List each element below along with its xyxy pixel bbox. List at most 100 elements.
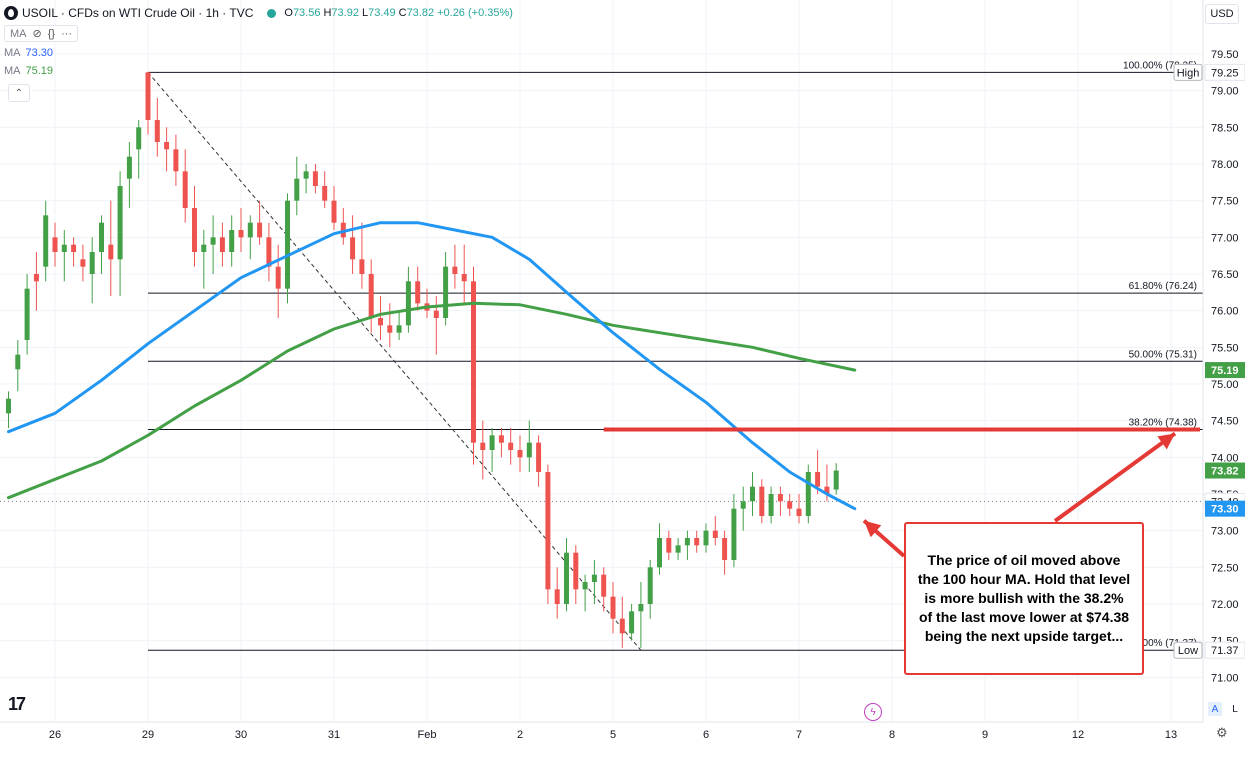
candle-body <box>452 266 458 274</box>
log-scale-button[interactable]: L <box>1232 703 1238 715</box>
candle-body <box>257 222 263 238</box>
candle-body <box>229 229 235 252</box>
candle-body <box>368 273 374 318</box>
ohlc-open-value: 73.56 <box>292 7 321 19</box>
gear-icon[interactable]: ⚙ <box>1216 725 1228 740</box>
tools-label: MA <box>10 27 27 40</box>
candle-body <box>433 310 439 318</box>
tradingview-logo[interactable]: 17 <box>8 694 26 714</box>
candle-body <box>601 574 607 597</box>
candle-body <box>619 618 625 634</box>
more-icon[interactable]: ··· <box>61 27 73 40</box>
time-tick-label: 2 <box>517 729 523 741</box>
candle-body <box>498 435 504 443</box>
price-tick-label: 72.50 <box>1211 562 1239 574</box>
candle-body <box>164 141 170 150</box>
fib-level-label: 100.00% (79.25) <box>1123 60 1197 71</box>
candle-body <box>396 325 402 333</box>
candle-body <box>61 244 67 252</box>
time-tick-label: 26 <box>49 729 61 741</box>
candle-body <box>610 596 616 619</box>
candle-body <box>322 185 328 201</box>
candle-body <box>564 552 569 604</box>
time-tick-label: Feb <box>418 729 437 741</box>
ohlc-close-key: C <box>398 7 407 19</box>
candle-body <box>480 442 486 450</box>
code-icon[interactable]: {} <box>47 27 56 40</box>
candle-body <box>136 127 142 150</box>
annotation-arrow-ma-head <box>864 520 882 538</box>
indicator-tools[interactable]: MA ⊘ {} ··· <box>4 25 79 42</box>
candle-body <box>182 171 188 208</box>
ma1-label: MA <box>4 47 21 59</box>
price-tag-box <box>1204 63 1245 81</box>
time-tick-label: 7 <box>796 729 802 741</box>
candle-body <box>777 493 783 502</box>
fib-level-label: 00% (71.37) <box>1143 638 1197 649</box>
fib-trend-line <box>147 72 642 651</box>
candle-body <box>508 442 514 450</box>
price-change: +0.26 (+0.35%) <box>437 7 513 19</box>
candle-body <box>210 237 216 245</box>
candle-body <box>666 537 672 553</box>
chevron-up-icon[interactable]: ⌃ <box>8 84 30 102</box>
fib-level-label: 50.00% (75.31) <box>1129 349 1197 360</box>
candle-body <box>787 501 793 509</box>
time-tick-label: 5 <box>610 729 616 741</box>
candle-body <box>694 537 700 546</box>
candle-body <box>768 493 774 516</box>
candle-body <box>573 552 579 590</box>
eye-off-icon[interactable]: ⊘ <box>32 28 42 40</box>
annotation-arrow-resistance <box>1053 431 1177 523</box>
chart-legend: USOIL · CFDs on WTI Crude Oil · 1h · TVC… <box>4 6 516 20</box>
price-tag-value: 79.25 <box>1211 67 1239 79</box>
price-tag-value: 75.19 <box>1211 365 1239 377</box>
price-tag-box <box>1205 462 1245 479</box>
price-tick-label: 77.50 <box>1211 196 1239 208</box>
candle-body <box>536 442 542 472</box>
ma-legend-2[interactable]: MA 75.19 <box>4 65 53 77</box>
price-tick-label: 75.00 <box>1211 379 1239 391</box>
annotation-box[interactable]: The price of oil moved above the 100 hou… <box>904 522 1144 675</box>
price-tag-name: Low <box>1178 645 1198 657</box>
candle-body <box>6 398 11 414</box>
time-tick-label: 6 <box>703 729 709 741</box>
ohlc-high-key: H <box>323 7 332 19</box>
currency-button[interactable]: USD <box>1205 4 1239 24</box>
time-tick-label: 29 <box>142 729 154 741</box>
candle-body <box>675 545 681 553</box>
candle-body <box>526 442 532 458</box>
price-tick-label: 71.00 <box>1211 672 1239 684</box>
candle-body <box>554 589 560 604</box>
candle-body <box>591 574 597 582</box>
lightning-icon[interactable]: ϟ <box>864 703 882 721</box>
candle-body <box>471 281 476 443</box>
time-tick-label: 9 <box>982 729 988 741</box>
candle-body <box>629 611 635 634</box>
auto-scale-button[interactable]: A <box>1208 702 1222 716</box>
candle-body <box>294 178 300 201</box>
ohlc-low-key: L <box>361 7 369 19</box>
candle-body <box>657 537 662 568</box>
price-tick-label: 79.00 <box>1211 86 1239 98</box>
candle-body <box>89 251 95 274</box>
candle-body <box>145 72 151 120</box>
price-tag-box <box>1205 500 1245 517</box>
candle-body <box>722 537 728 560</box>
price-tick-label: 76.00 <box>1211 306 1239 318</box>
candle-body <box>201 244 207 252</box>
candle-body <box>52 237 58 252</box>
candle-body <box>238 229 244 238</box>
candle-body <box>192 207 197 252</box>
candle-body <box>759 486 765 516</box>
oil-drop-icon <box>4 6 18 20</box>
candle-body <box>275 266 281 289</box>
ma-legend-1[interactable]: MA 73.30 <box>4 47 53 59</box>
indicator-toolbar: MA ⊘ {} ··· <box>4 25 79 42</box>
candle-body <box>108 244 114 260</box>
ma100-line <box>7 221 857 511</box>
symbol-title[interactable]: USOIL · CFDs on WTI Crude Oil · 1h · TVC <box>22 6 254 20</box>
ohlc-low-value: 73.49 <box>368 7 396 19</box>
time-tick-label: 30 <box>235 729 247 741</box>
